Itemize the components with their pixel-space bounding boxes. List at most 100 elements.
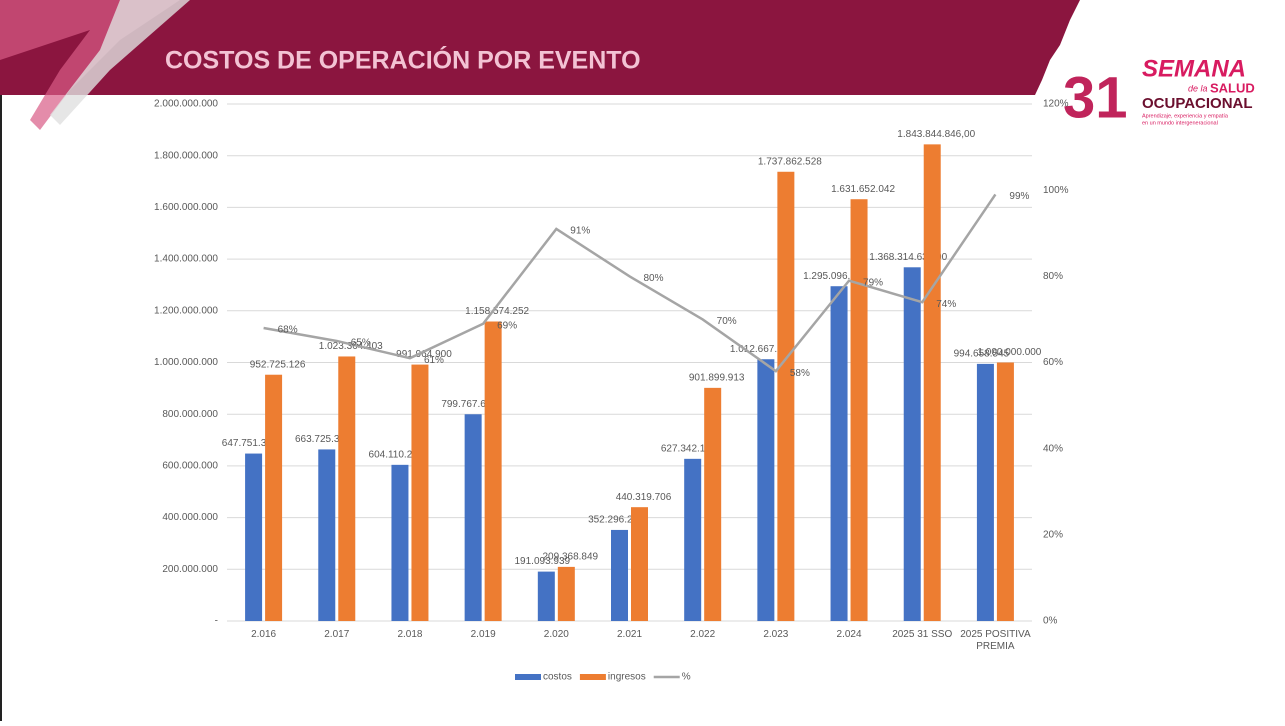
data-label: 80% — [643, 273, 663, 284]
legend-swatch — [515, 674, 541, 680]
y-tick-label: 1.200.000.000 — [154, 305, 218, 316]
data-label: 191.093.939 — [515, 556, 571, 567]
data-label: 663.725.397 — [295, 434, 351, 445]
data-label: 1.012.667.361 — [730, 344, 794, 355]
bar — [557, 566, 575, 621]
logo-number: 31 — [1063, 65, 1128, 130]
bar — [850, 199, 868, 621]
bar — [265, 374, 283, 621]
bar — [318, 449, 336, 621]
x-tick-label: 2.019 — [470, 629, 496, 640]
bar — [757, 359, 775, 621]
chart-title: COSTOS DE OPERACIÓN POR EVENTO — [165, 45, 641, 75]
brush-stroke — [50, 0, 190, 125]
data-label: 991.964.900 — [396, 349, 452, 360]
x-tick-label: 2025 POSITIVA PREMIA — [960, 629, 1031, 652]
x-axis-labels: 2.016 2.017 2.018 2.019 2.020 2.021 2.022 2.023… — [251, 629, 1031, 652]
data-label: 604.110.250 — [369, 449, 424, 460]
data-label: 209.368.849 — [543, 552, 599, 563]
bar — [611, 529, 628, 621]
bar — [537, 571, 555, 621]
x-tick-label: 2.024 — [836, 629, 862, 640]
y-tick-label: 800.000.000 — [162, 409, 218, 420]
y-tick-label: 600.000.000 — [162, 461, 218, 472]
x-tick-label: 2.020 — [543, 629, 569, 640]
bar — [704, 387, 722, 621]
bar — [411, 364, 429, 621]
bar — [777, 171, 795, 621]
data-label: 799.767.632 — [441, 399, 497, 410]
data-label: 99% — [1009, 191, 1029, 202]
data-label: 627.342.152 — [661, 443, 717, 454]
legend-label: ingresos — [608, 672, 646, 683]
data-label: 1.158.574.252 — [465, 306, 529, 317]
data-label: 70% — [717, 316, 737, 327]
logo-tagline: en un mundo intergeneracional — [1142, 120, 1218, 126]
data-label: 91% — [570, 226, 590, 237]
logo-tagline: Aprendizaje, experiencia y empatía — [1142, 113, 1229, 119]
y2-tick-label: 100% — [1043, 185, 1069, 196]
y-tick-label: 2.000.000.000 — [154, 99, 218, 110]
y-tick-label: - — [215, 616, 218, 627]
logo-de-la: de la — [1188, 83, 1208, 93]
logo-ocupacional: OCUPACIONAL — [1142, 95, 1253, 112]
data-label: 61% — [424, 355, 444, 366]
x-tick-label: 2.016 — [251, 629, 277, 640]
data-label: 1.368.314.632,00 — [869, 252, 947, 263]
y2-tick-label: 40% — [1043, 443, 1063, 454]
logo-word: SEMANA — [1142, 55, 1246, 82]
y2-tick-label: 80% — [1043, 271, 1063, 282]
data-label: 1.023.364.403 — [319, 341, 383, 352]
legend-label: % — [682, 672, 691, 683]
y2-tick-label: 60% — [1043, 357, 1063, 368]
bar — [391, 464, 409, 621]
data-label: 65% — [351, 338, 371, 349]
y-tick-label: 200.000.000 — [162, 564, 218, 575]
data-label: 68% — [278, 325, 298, 336]
data-label: 1.843.844.846,00 — [897, 129, 975, 140]
data-label: 647.751.349 — [222, 438, 278, 449]
y-tick-label: 1.800.000.000 — [154, 150, 218, 161]
data-label: 952.725.126 — [250, 359, 306, 370]
data-label: 440.319.706 — [616, 492, 672, 503]
bar — [830, 286, 848, 621]
data-label: 74% — [936, 299, 956, 310]
bar — [996, 362, 1014, 621]
bar — [903, 267, 921, 621]
x-tick-label: 2.023 — [763, 629, 789, 640]
x-tick-label: 2.018 — [397, 629, 423, 640]
bar — [484, 321, 502, 621]
line — [263, 193, 997, 373]
bar — [338, 356, 356, 621]
y2-tick-label: 120% — [1043, 99, 1069, 110]
data-label: 69% — [497, 320, 517, 331]
header-band — [0, 0, 1080, 95]
y2-tick-label: 0% — [1043, 616, 1058, 627]
data-label: 1.295.096.836 — [803, 271, 867, 282]
bar — [464, 414, 482, 621]
data-label: 79% — [863, 277, 883, 288]
y-tick-label: 1.600.000.000 — [154, 202, 218, 213]
data-label: 1.631.652.042 — [831, 184, 895, 195]
bar — [245, 453, 263, 621]
x-tick-label: 2.022 — [690, 629, 716, 640]
data-label: 1.000.000.000 — [977, 347, 1041, 358]
bar — [631, 507, 648, 621]
y-tick-label: 1.000.000.000 — [154, 357, 218, 368]
data-label: 352.296.211 — [588, 515, 643, 526]
data-label: 994.658.545 — [954, 349, 1010, 360]
y-tick-label: 1.400.000.000 — [154, 254, 218, 265]
legend-label: costos — [543, 672, 572, 683]
x-tick-label: 2.017 — [324, 629, 350, 640]
x-tick-label: 2.021 — [616, 629, 643, 640]
logo-salud: SALUD — [1210, 80, 1255, 95]
bar — [923, 144, 941, 622]
bar — [684, 458, 702, 621]
data-label: 58% — [790, 368, 810, 379]
bar — [976, 363, 994, 621]
data-label: 901.899.913 — [689, 372, 745, 383]
legend-swatch — [579, 674, 606, 680]
data-label: 1.737.862.528 — [758, 156, 822, 167]
y2-tick-label: 20% — [1043, 529, 1063, 540]
